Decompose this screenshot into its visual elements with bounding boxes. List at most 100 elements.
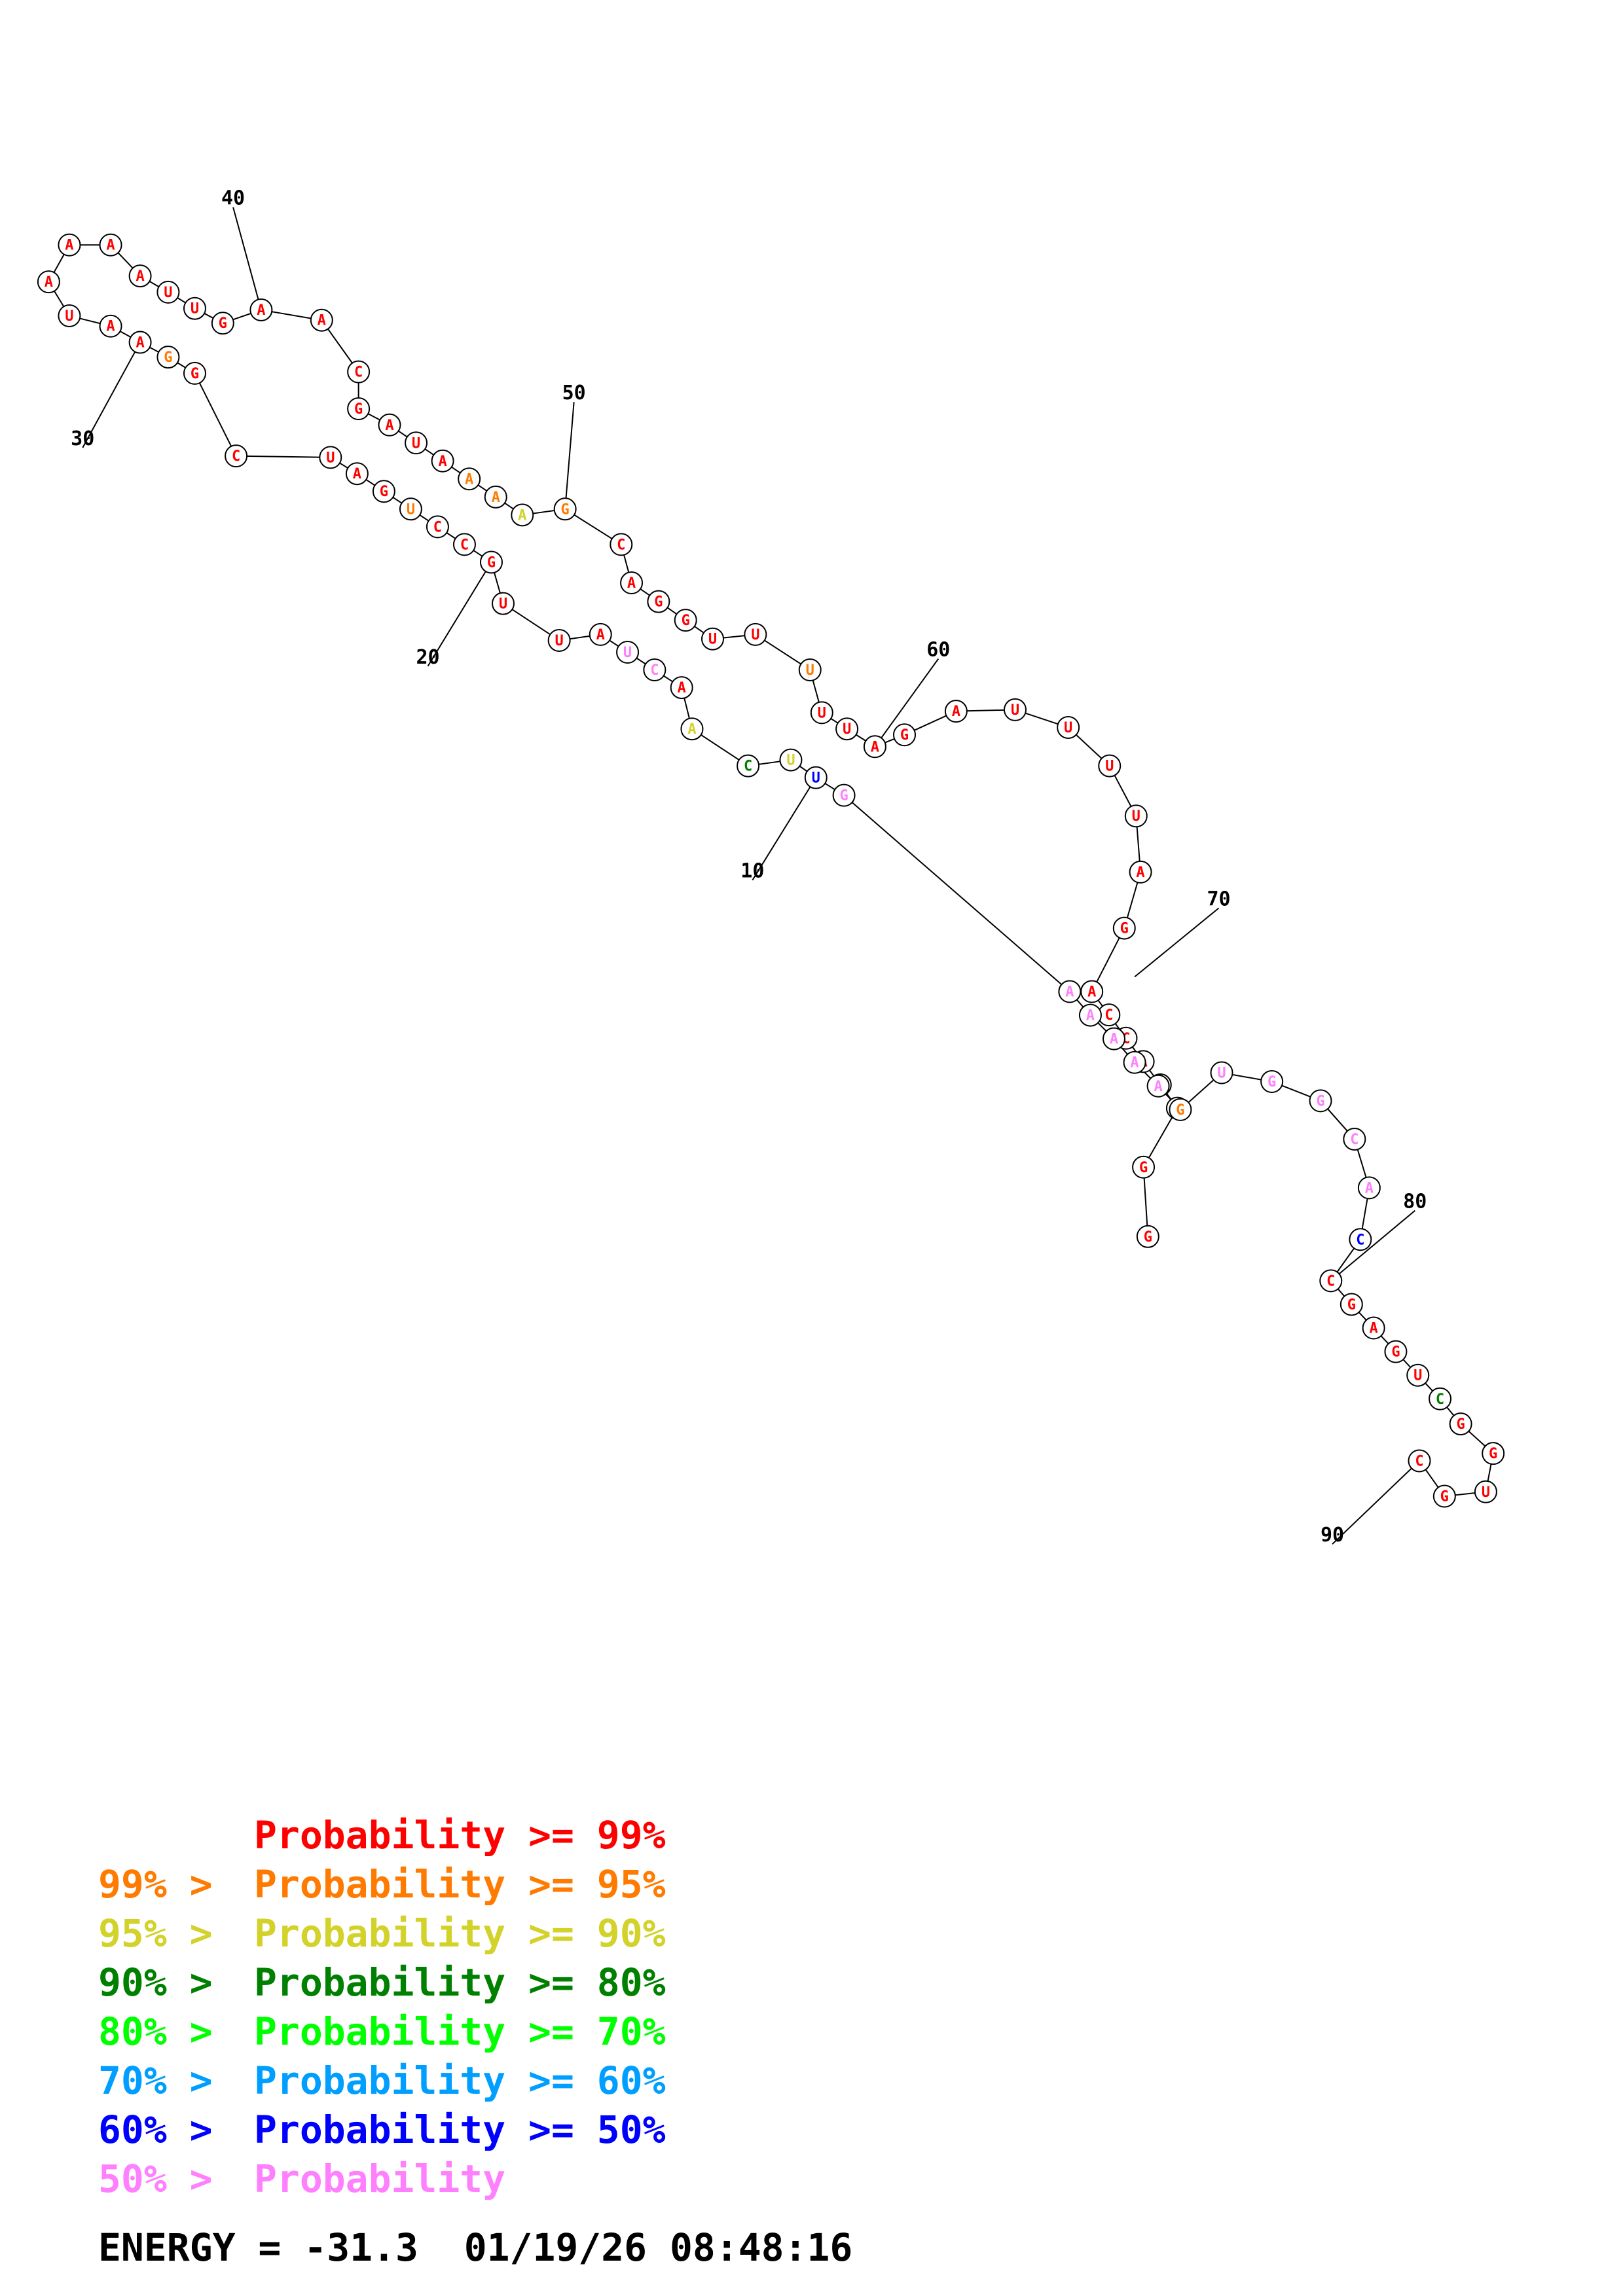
nucleotide-letter: A [492, 490, 500, 506]
nucleotide-letter: U [65, 308, 73, 325]
index-tick-line [874, 658, 939, 747]
energy-readout: ENERGY = -31.3 01/19/26 08:48:16 [98, 2225, 853, 2270]
nucleotide-letter: G [1456, 1416, 1465, 1433]
nucleotide-letter: A [678, 680, 686, 696]
nucleotide-55: C [426, 515, 449, 539]
nucleotide-62: C [643, 658, 666, 682]
nucleotide-letter: U [812, 770, 820, 787]
nucleotide-58: U [491, 592, 515, 615]
nucleotide-23: G [674, 609, 697, 632]
backbone-segment [236, 455, 331, 458]
nucleotide-13: U [1057, 715, 1080, 739]
nucleotide-letter: C [1436, 1391, 1444, 1408]
nucleotide-letter: G [1316, 1093, 1324, 1109]
nucleotide-88: G [1482, 1442, 1505, 1465]
nucleotide-53: G [372, 480, 395, 503]
nucleotide-letter: A [1086, 1008, 1095, 1024]
nucleotide-letter: C [1415, 1453, 1423, 1469]
nucleotide-8: A [1080, 980, 1104, 1003]
legend-lower-bound: 80% > [98, 2009, 213, 2054]
index-tick-label: 70 [1207, 888, 1230, 910]
nucleotide-51: U [319, 446, 342, 469]
nucleotide-letter: G [354, 401, 363, 418]
nucleotide-letter: G [561, 501, 570, 518]
nucleotide-letter: G [654, 594, 663, 611]
legend-label: Probability >= 99% [254, 1813, 666, 1857]
nucleotide-26: C [610, 533, 633, 556]
nucleotide-letter: A [1154, 1079, 1162, 1095]
nucleotide-letter: C [744, 759, 752, 775]
nucleotide-letter: A [1065, 984, 1074, 1001]
nucleotide-letter: G [839, 788, 848, 804]
nucleotide-letter: U [164, 285, 172, 301]
nucleotide-7: C [1097, 1003, 1121, 1027]
legend-label: Probability >= 90% [254, 1911, 666, 1956]
nucleotide-32: U [405, 431, 428, 455]
nucleotide-letter: C [354, 365, 363, 381]
nucleotide-letter: G [219, 315, 227, 332]
nucleotide-75: U [1210, 1061, 1233, 1085]
nucleotide-80: C [1349, 1228, 1372, 1251]
nucleotide-15: A [944, 700, 968, 723]
nucleotide-letter: A [596, 627, 605, 643]
nucleotide-54: U [399, 497, 422, 521]
legend-lower-bound: 70% > [98, 2058, 213, 2103]
nucleotide-71: A [1102, 1027, 1125, 1050]
nucleotide-letter: G [191, 366, 199, 382]
nucleotide-89: U [1474, 1480, 1497, 1503]
index-tick-label: 90 [1321, 1524, 1344, 1547]
backbone-segment [1091, 927, 1125, 992]
nucleotide-90: G [1432, 1484, 1456, 1508]
nucleotide-letter: G [1440, 1489, 1449, 1505]
nucleotide-letter: A [45, 274, 53, 291]
nucleotide-84: G [1384, 1340, 1408, 1363]
nucleotide-12: U [1098, 754, 1122, 778]
nucleotide-letter: A [1365, 1180, 1374, 1196]
legend-label: Probability >= 70% [254, 2009, 666, 2054]
nucleotide-letter: A [1130, 1055, 1139, 1071]
nucleotide-22: U [701, 627, 725, 651]
nucleotide-39: U [183, 296, 206, 320]
nucleotide-69: A [1058, 980, 1082, 1003]
nucleotide-37: A [249, 298, 273, 321]
nucleotide-letter: C [1326, 1273, 1335, 1289]
nucleotide-letter: A [353, 466, 361, 482]
index-tick-label: 20 [416, 646, 439, 669]
nucleotide-letter: U [1132, 808, 1140, 825]
nucleotide-letter: G [1391, 1344, 1400, 1361]
legend-label: Probability >= 95% [254, 1862, 666, 1907]
nucleotide-43: A [58, 233, 81, 257]
nucleotide-letter: G [1120, 921, 1129, 937]
nucleotide-letter: G [380, 484, 388, 500]
nucleotide-letter: U [1105, 759, 1114, 775]
backbone-segment [843, 795, 1070, 992]
nucleotide-letter: C [460, 537, 469, 553]
nucleotide-letter: A [871, 739, 879, 755]
nucleotide-29: A [484, 485, 507, 509]
legend-label: Probability [254, 2157, 506, 2201]
nucleotide-letter: U [499, 596, 507, 613]
index-tick-line [82, 342, 141, 448]
nucleotide-63: A [670, 676, 693, 700]
nucleotide-letter: A [687, 721, 696, 738]
legend-lower-bound: 50% > [98, 2157, 213, 2201]
nucleotide-letter: C [433, 519, 442, 535]
nucleotide-40: U [156, 280, 180, 304]
nucleotide-50: C [225, 444, 248, 468]
nucleotide-letter: U [555, 633, 564, 649]
nucleotide-letter: C [1356, 1232, 1364, 1248]
nucleotide-56: C [452, 533, 476, 556]
nucleotide-layer: GGACACCAGAUUUUAGAUUUUUGGACGAAAAUAGCAAGUU… [37, 233, 1505, 1508]
nucleotide-60: A [589, 622, 612, 646]
nucleotide-27: G [553, 497, 577, 521]
nucleotide-45: U [58, 304, 81, 327]
nucleotide-letter: G [1347, 1297, 1356, 1313]
nucleotide-letter: U [818, 705, 826, 721]
index-tick-line [1134, 907, 1220, 978]
legend-lower-bound: 99% > [98, 1862, 213, 1907]
nucleotide-letter: U [191, 301, 199, 317]
index-tick-line [427, 562, 492, 667]
nucleotide-letter: U [1482, 1484, 1490, 1501]
nucleotide-letter: A [627, 575, 636, 592]
nucleotide-77: G [1309, 1089, 1332, 1113]
